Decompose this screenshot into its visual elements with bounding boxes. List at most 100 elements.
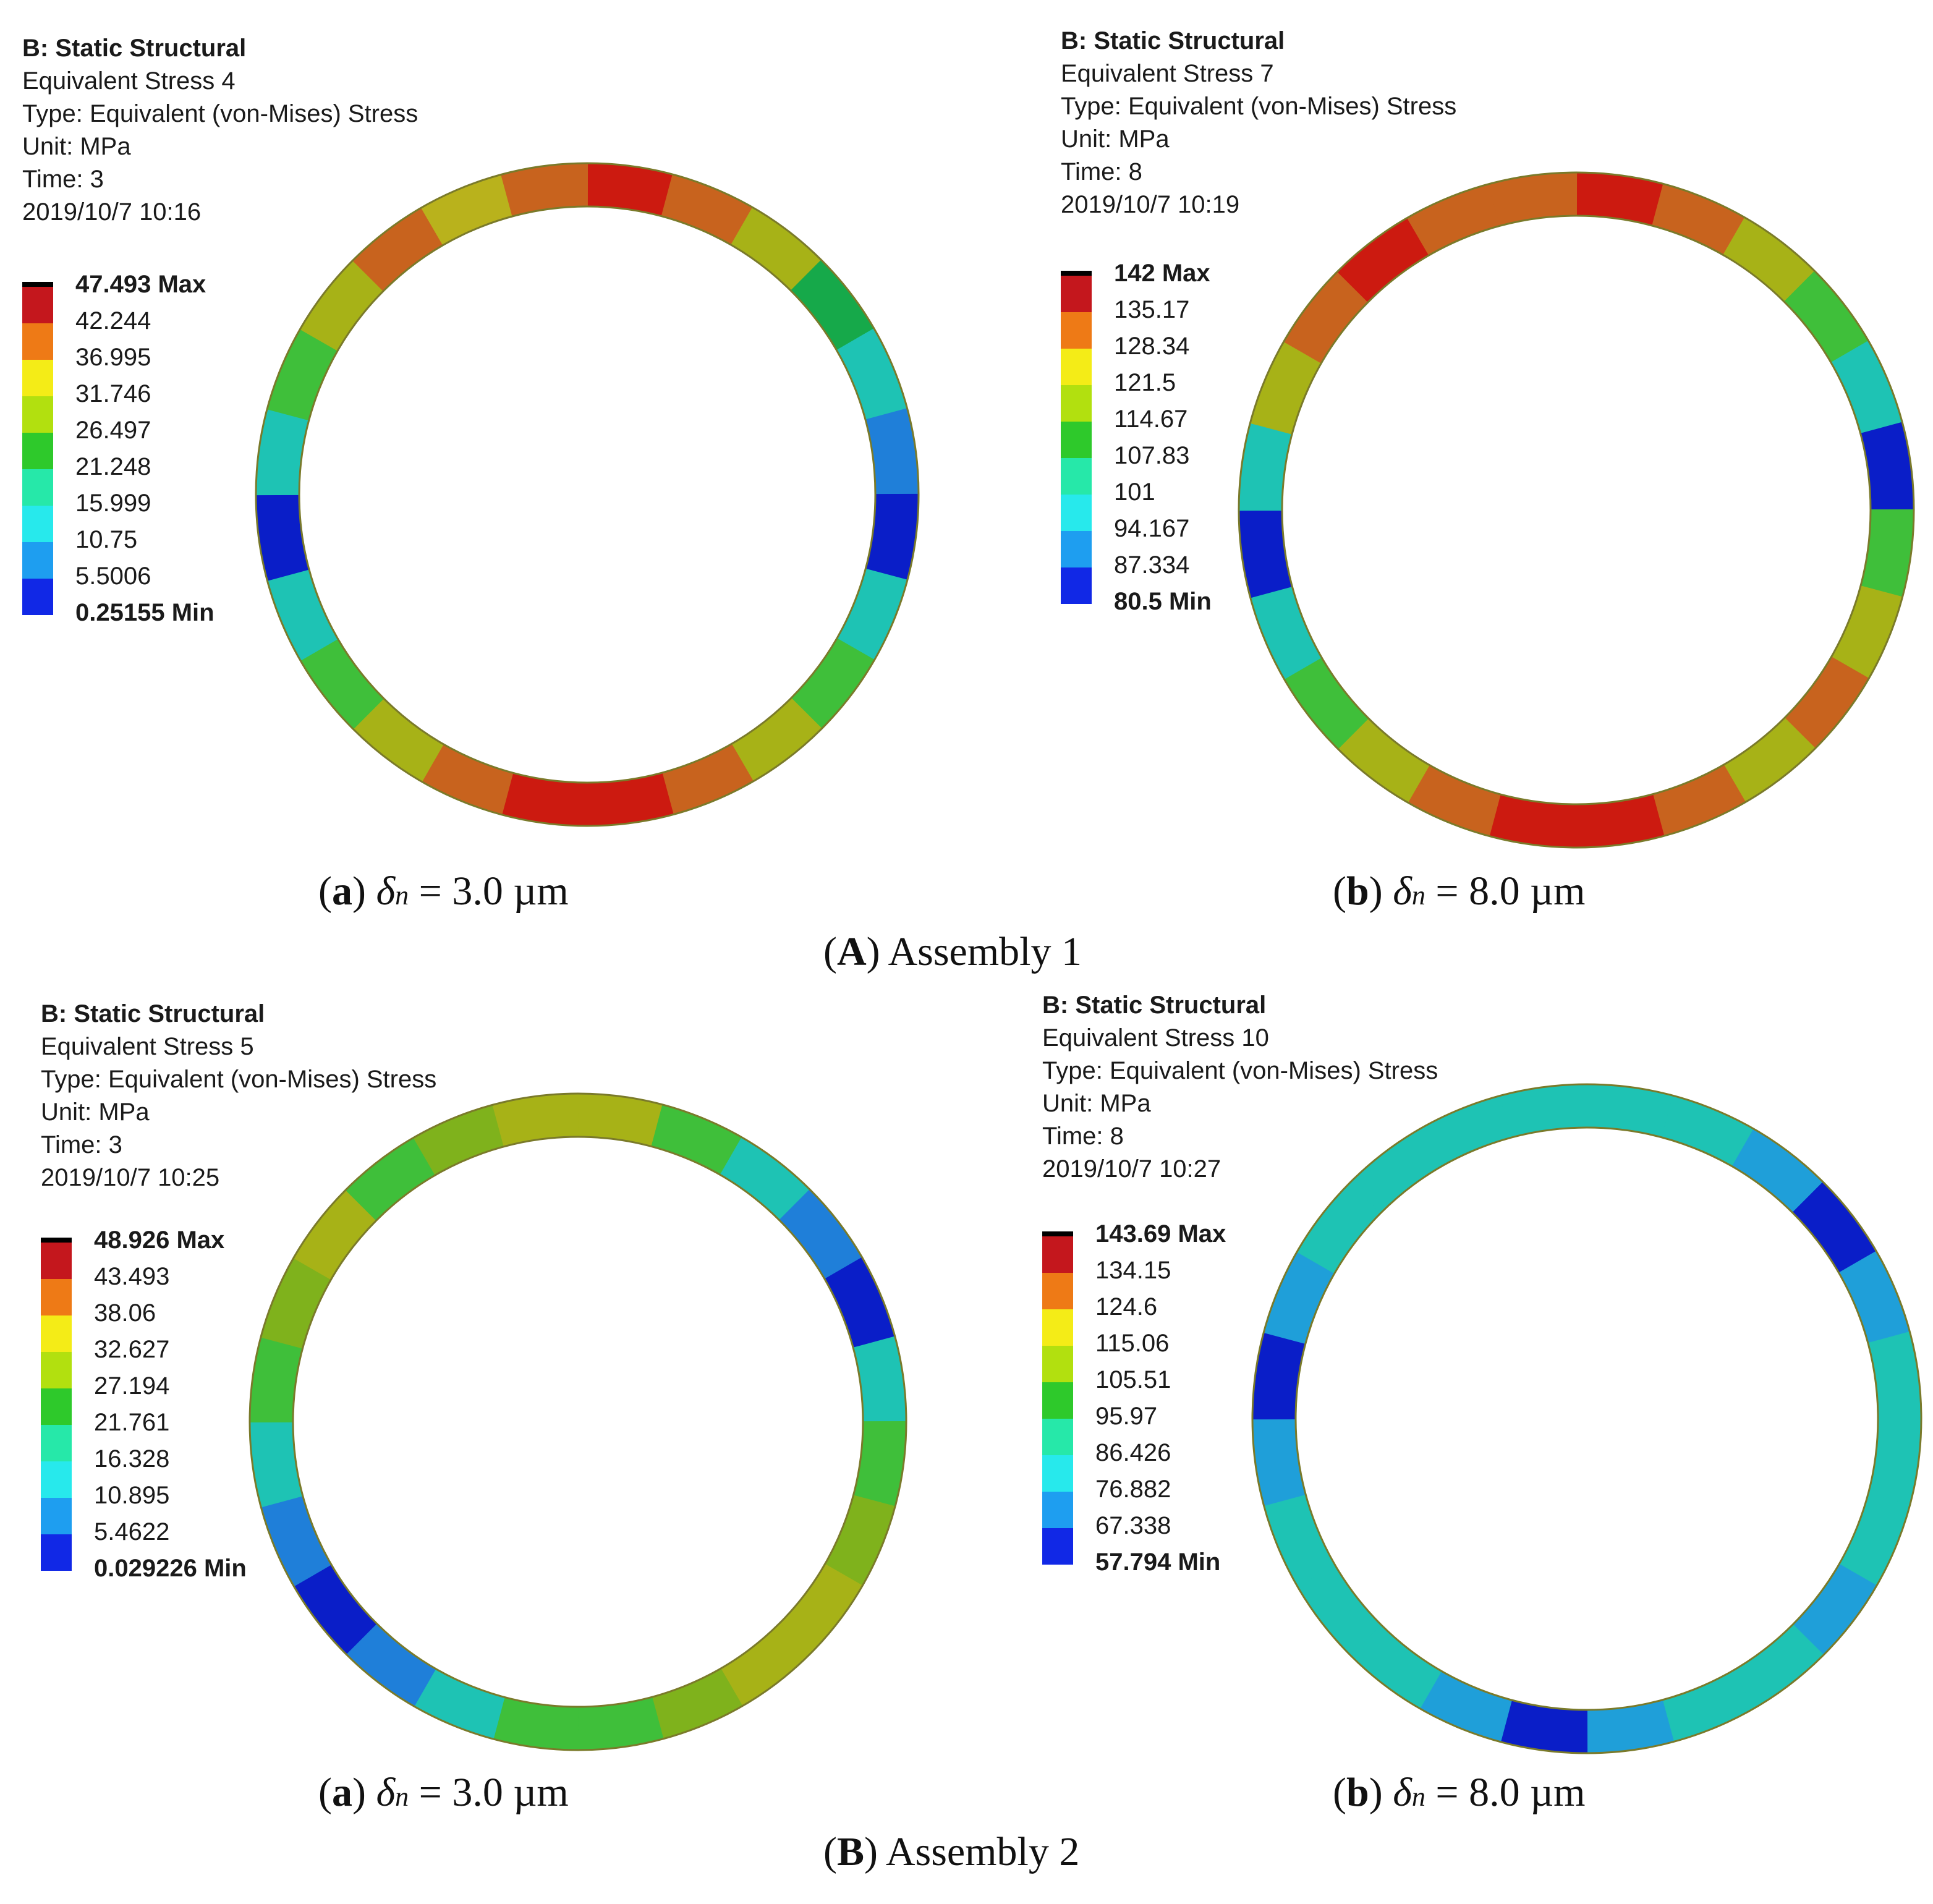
ring-segment [1792,1563,1877,1656]
ring-segment [1661,1670,1755,1742]
legend-tick-label: 67.338 [1095,1512,1171,1539]
ring-segment [651,1104,743,1176]
ring-segment [293,1189,377,1280]
ring-segment [1407,764,1501,836]
legend-swatch [1061,567,1092,604]
legend-swatch [41,1352,72,1388]
result-name: Equivalent Stress 4 [22,67,236,95]
legend-tick-label: 94.167 [1114,515,1190,542]
ring-segment [421,174,514,245]
result-unit: Unit: MPa [1042,1090,1151,1117]
legend-swatch [41,1425,72,1461]
result-unit: Unit: MPa [1061,125,1170,153]
legend-swatch [1042,1382,1073,1419]
legend-swatch [22,542,53,579]
ring-segment [1264,1251,1335,1345]
legend-swatch [1042,1492,1073,1528]
ring-segment [661,744,754,815]
ring-outer-edge [255,162,920,827]
legend-max-label: 143.69 Max [1095,1220,1226,1247]
ring-segment [1283,271,1369,363]
analysis-title: B: Static Structural [1061,27,1285,54]
analysis-title: B: Static Structural [1042,992,1267,1019]
ring-segment [501,772,588,826]
ring-segment [1419,1670,1513,1742]
caption-value: = 3.0 µm [409,1770,569,1815]
legend-tick-label: 31.746 [75,380,151,407]
legend-swatch [1042,1273,1073,1309]
caption-value: = 3.0 µm [409,869,569,914]
ring-segment [1838,1251,1910,1345]
legend-tick-label: 36.995 [75,344,151,371]
result-name: Equivalent Stress 7 [1061,60,1274,87]
ring-segment [1661,1095,1755,1167]
ring-segment [352,207,444,292]
ring-segment [492,1094,579,1147]
delta-subscript: n [1411,1782,1425,1812]
ring-segment [865,408,919,496]
result-name: Equivalent Stress 10 [1042,1024,1269,1052]
ring-segment [1283,657,1369,749]
ring-segment [250,1421,303,1508]
ring-segment [260,1495,332,1587]
legend-tick-label: 115.06 [1095,1330,1170,1357]
legend-tick-label: 16.328 [94,1445,170,1473]
legend-swatch [1061,276,1092,312]
result-name: Equivalent Stress 5 [41,1033,254,1060]
subfigure-caption: (a) δn = 3.0 µm [318,1770,569,1815]
ring-segment [1586,1699,1675,1753]
legend-max-cap [1042,1231,1073,1236]
ring-segment [1830,585,1903,679]
ring-segment [250,1336,303,1423]
ring-segment [1488,172,1578,226]
result-type: Type: Equivalent (von-Mises) Stress [41,1066,437,1093]
result-date: 2019/10/7 10:16 [22,198,202,226]
legend-tick-label: 87.334 [1114,551,1190,579]
legend-swatch [1042,1455,1073,1492]
delta-subscript: n [1411,880,1425,911]
ring-segment [266,568,338,661]
caption-letter: a [331,1770,352,1815]
ring-segment [865,493,919,581]
ring-segment [1296,1563,1382,1656]
legend-swatch [1042,1419,1073,1455]
legend-tick-label: 76.882 [1095,1476,1171,1503]
ring-segment [824,1495,896,1587]
ring-segment [577,1697,664,1750]
ring-segment [1239,422,1293,511]
legend-tick-label: 27.194 [94,1372,170,1400]
ring-segment [853,1421,906,1508]
ring-segment [1867,1417,1921,1507]
legend-swatch [22,433,53,469]
ring-segment [1337,717,1430,803]
ring-segment [1838,1493,1910,1587]
legend-swatch [22,579,53,615]
legend-min-label: 0.029226 Min [94,1555,247,1582]
caption-letter: b [1346,869,1369,914]
ring-segment [720,1623,811,1707]
ring-segment [1731,1624,1824,1709]
ring-inner-edge [1294,1126,1879,1711]
group-title: Assembly 2 [878,1829,1080,1874]
group-title: Assembly 1 [880,929,1082,974]
ring-segment [293,1563,377,1655]
result-date: 2019/10/7 10:19 [1061,191,1240,218]
ring-segment [1239,509,1293,598]
ring-outer-edge [1238,171,1915,849]
ring-segment [853,1336,906,1423]
legend-tick-label: 10.895 [94,1482,170,1509]
ring-segment [1337,217,1430,303]
legend-max-cap [41,1238,72,1243]
legend-min-label: 80.5 Min [1114,588,1212,615]
result-header: B: Static Structural Equivalent Stress 1… [1042,989,1537,1186]
ring-segment [345,1623,436,1707]
caption-letter: b [1346,1770,1369,1815]
delta-subscript: n [395,1782,409,1812]
ring-segment [1860,509,1914,598]
result-time: Time: 3 [41,1131,122,1158]
ring-segment [1349,1624,1442,1709]
legend-tick-label: 101 [1114,478,1155,506]
ring-segment [586,772,674,826]
ring-inner-edge [292,1136,864,1708]
result-date: 2019/10/7 10:25 [41,1164,220,1191]
